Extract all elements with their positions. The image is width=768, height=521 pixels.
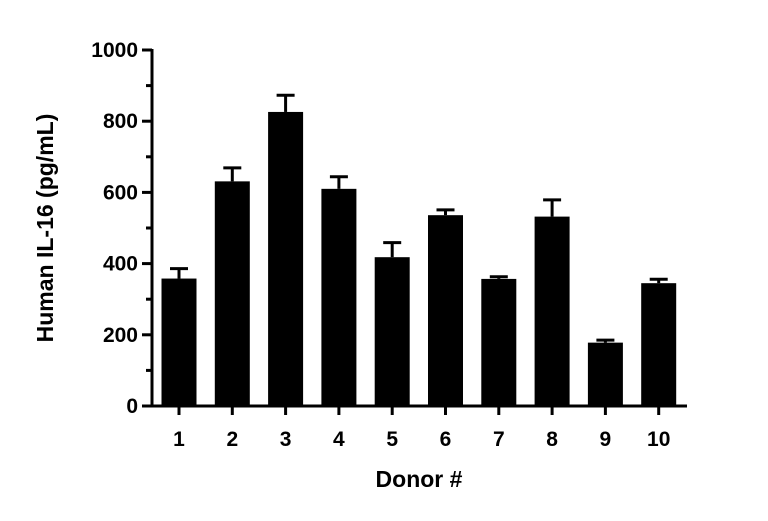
bar-donor-9 — [587, 342, 623, 406]
bar-donor-4 — [321, 188, 357, 406]
x-tick-label: 8 — [546, 428, 558, 451]
bar-donor-2 — [214, 181, 250, 406]
bar-donor-1 — [161, 278, 197, 406]
y-tick-label: 0 — [126, 395, 138, 418]
y-tick-label: 400 — [103, 253, 138, 276]
y-axis-label: Human IL-16 (pg/mL) — [32, 114, 58, 343]
x-tick-label: 2 — [226, 428, 238, 451]
bar-donor-6 — [428, 215, 463, 406]
y-tick-label: 200 — [103, 324, 138, 347]
y-tick-label: 600 — [103, 181, 138, 204]
bar-donor-8 — [534, 216, 570, 406]
x-axis-label: Donor # — [376, 466, 463, 492]
x-tick-label: 1 — [173, 428, 185, 451]
x-tick-label: 9 — [600, 428, 612, 451]
y-tick-label: 800 — [103, 110, 138, 133]
bar-donor-3 — [268, 111, 304, 406]
bars — [161, 93, 677, 406]
x-tick-label: 10 — [647, 428, 670, 451]
x-tick-label: 7 — [493, 428, 505, 451]
y-tick-label: 1000 — [91, 39, 138, 62]
x-tick-label: 3 — [280, 428, 292, 451]
bar-donor-5 — [374, 257, 410, 406]
x-tick-label: 5 — [386, 428, 398, 451]
axes: 1 2 3 4 5 6 7 8 9 10 0 200 400 600 800 1000 — [91, 39, 687, 451]
x-tick-label: 4 — [333, 428, 345, 451]
bar-donor-7 — [481, 278, 517, 406]
x-tick-label: 6 — [440, 428, 452, 451]
bar-donor-10 — [641, 283, 677, 406]
